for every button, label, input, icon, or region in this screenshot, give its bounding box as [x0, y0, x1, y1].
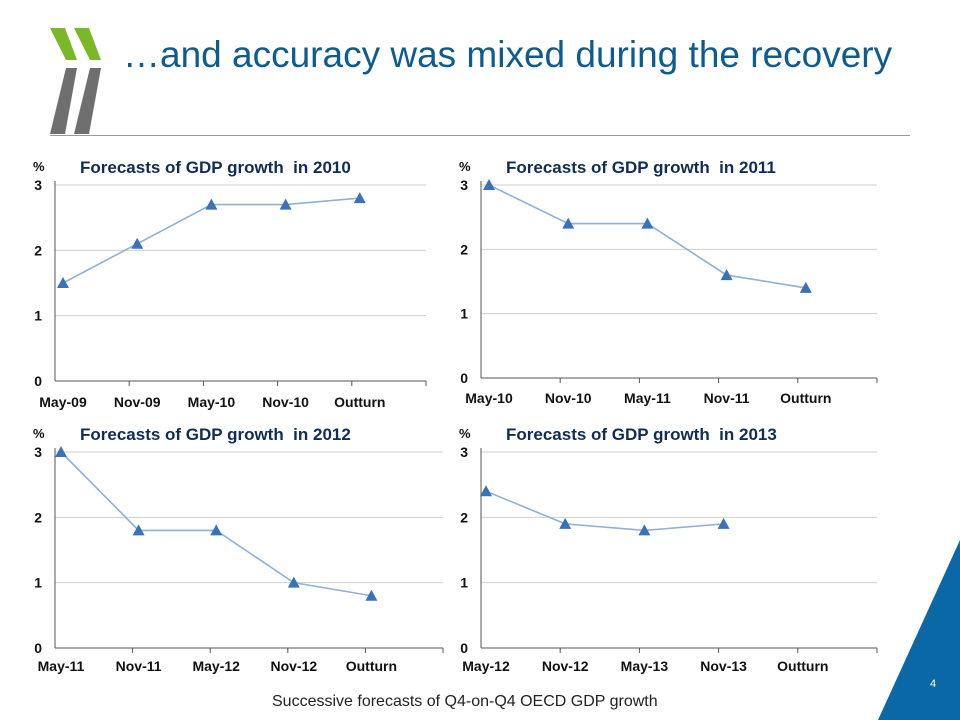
y-tick-label: 0	[460, 640, 468, 656]
data-point-marker	[57, 277, 69, 288]
figure-caption: Successive forecasts of Q4-on-Q4 OECD GD…	[272, 693, 658, 710]
y-tick-label: 0	[34, 640, 42, 656]
data-point-marker	[559, 517, 572, 529]
chart-title: Forecasts of GDP growth in 2013	[506, 425, 777, 444]
x-tick-label: May-11	[624, 390, 671, 406]
data-point-marker	[287, 576, 300, 588]
data-point-marker	[55, 446, 67, 457]
data-point-marker	[480, 485, 492, 497]
corner-accent-triangle	[878, 540, 960, 720]
data-point-marker	[799, 281, 812, 293]
x-tick-label: Nov-09	[114, 394, 161, 410]
y-tick-label: 3	[460, 444, 468, 460]
y-tick-label: 0	[460, 370, 468, 386]
y-tick-label: 1	[460, 575, 468, 591]
series-line	[485, 490, 724, 532]
y-tick-label: 1	[460, 306, 468, 322]
data-point-marker	[210, 524, 223, 536]
y-axis-unit-label: %	[33, 426, 45, 441]
y-tick-label: 3	[34, 444, 42, 460]
x-tick-label: Outturn	[346, 658, 397, 674]
series-line	[60, 451, 372, 597]
x-tick-label: May-13	[621, 658, 669, 674]
x-tick-label: Nov-10	[262, 394, 309, 410]
chart-2012: 0 1 2 3 May-11 Nov-11 May-12 Nov-12 Outturn% Fore…	[33, 425, 444, 674]
y-tick-label: 1	[34, 308, 42, 324]
data-point-marker	[353, 192, 366, 204]
x-tick-label: May-09	[39, 394, 87, 410]
data-point-marker	[279, 198, 292, 210]
data-point-marker	[562, 217, 575, 229]
x-tick-label: Nov-10	[545, 390, 592, 406]
y-tick-label: 2	[34, 242, 42, 258]
x-tick-label: May-10	[188, 394, 236, 410]
data-point-marker	[131, 237, 144, 249]
data-point-marker	[720, 269, 733, 281]
x-tick-label: Nov-12	[542, 658, 589, 674]
x-tick-label: Outturn	[777, 658, 828, 674]
y-tick-label: 2	[460, 241, 468, 257]
slide-title: …and accuracy was mixed during the recov…	[123, 34, 893, 75]
x-tick-label: Nov-12	[270, 658, 317, 674]
chart-2013: 0 1 2 3 May-12 Nov-12 May-13 Nov-13 Outturn% Fore…	[459, 425, 878, 674]
y-tick-label: 2	[34, 509, 42, 525]
page-number: 4	[929, 678, 937, 690]
chart-title: Forecasts of GDP growth in 2010	[80, 158, 351, 177]
chart-panel-2013: 0 1 2 3 May-12 Nov-12 May-13 Nov-13 Outturn% Fore…	[452, 417, 882, 679]
y-axis-unit-label: %	[459, 426, 471, 441]
chart-2011: 0 1 2 3 May-10 Nov-10 May-11 Nov-11 Outturn% Fore…	[459, 158, 878, 406]
x-tick-label: May-10	[465, 390, 513, 406]
x-tick-label: May-12	[462, 658, 510, 674]
data-point-marker	[638, 524, 651, 536]
x-tick-label: Outturn	[780, 390, 831, 406]
x-tick-label: Nov-11	[116, 658, 162, 674]
chart-panel-2011: 0 1 2 3 May-10 Nov-10 May-11 Nov-11 Outturn% Fore…	[452, 148, 882, 413]
data-point-marker	[132, 524, 145, 536]
chart-panel-2012: 0 1 2 3 May-11 Nov-11 May-12 Nov-12 Outturn% Fore…	[28, 417, 448, 679]
series-line	[488, 184, 806, 289]
y-tick-label: 2	[460, 509, 468, 525]
chart-panel-2010: 0 1 2 3 May-09 Nov-09 May-10 Nov-10 Outturn% Fore…	[28, 148, 448, 413]
x-tick-label: Outturn	[334, 394, 385, 410]
y-axis-unit-label: %	[459, 159, 471, 174]
chart-title: Forecasts of GDP growth in 2012	[80, 425, 351, 444]
y-axis-unit-label: %	[33, 159, 45, 174]
chart-title: Forecasts of GDP growth in 2011	[506, 158, 776, 177]
data-point-marker	[717, 517, 730, 529]
y-tick-label: 0	[34, 373, 42, 389]
data-point-marker	[365, 589, 378, 601]
data-point-marker	[641, 217, 654, 229]
data-point-marker	[483, 179, 495, 190]
x-tick-label: May-12	[192, 658, 240, 674]
double-chevron-logo-icon	[50, 28, 101, 134]
data-point-marker	[205, 198, 218, 210]
title-divider	[50, 135, 910, 136]
y-tick-label: 3	[34, 177, 42, 193]
x-tick-label: Nov-11	[704, 390, 750, 406]
y-tick-label: 3	[460, 177, 468, 193]
x-tick-label: May-11	[38, 658, 85, 674]
x-tick-label: Nov-13	[700, 658, 747, 674]
y-tick-label: 1	[34, 575, 42, 591]
series-line	[62, 197, 360, 284]
chart-2010: 0 1 2 3 May-09 Nov-09 May-10 Nov-10 Outturn% Fore…	[33, 158, 427, 410]
